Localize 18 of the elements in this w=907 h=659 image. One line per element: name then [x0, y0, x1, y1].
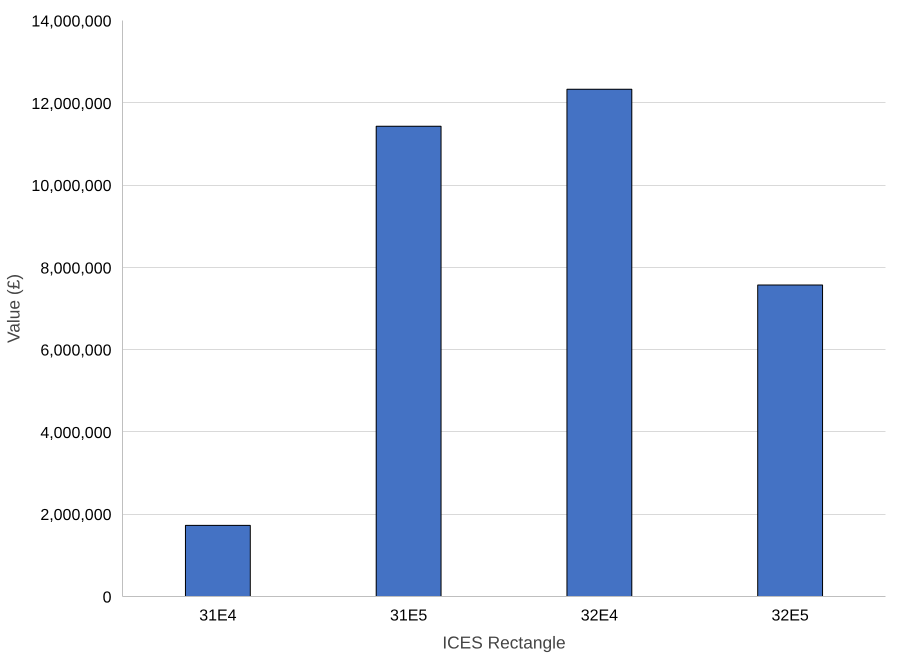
- y-tick-label: 6,000,000: [40, 342, 112, 360]
- bar: [566, 88, 632, 596]
- y-tick-label: 2,000,000: [40, 507, 112, 524]
- bar: [184, 524, 251, 596]
- y-tick-label: 0: [102, 590, 112, 606]
- x-tick-label: 32E4: [580, 608, 618, 624]
- y-tick-label: 4,000,000: [40, 424, 112, 442]
- x-tick-label: 31E5: [390, 608, 428, 624]
- y-tick-label: 14,000,000: [31, 14, 112, 30]
- bar: [757, 284, 824, 596]
- y-tick-label: 8,000,000: [40, 260, 112, 278]
- x-tick-label: 31E4: [199, 608, 237, 624]
- y-tick-label: 10,000,000: [31, 178, 112, 196]
- x-axis-title: ICES Rectangle: [442, 632, 566, 652]
- y-axis-title: Value (£): [3, 274, 24, 344]
- x-tick-label: 32E5: [771, 608, 809, 624]
- bar: [376, 126, 442, 596]
- y-tick-label: 12,000,000: [31, 96, 112, 113]
